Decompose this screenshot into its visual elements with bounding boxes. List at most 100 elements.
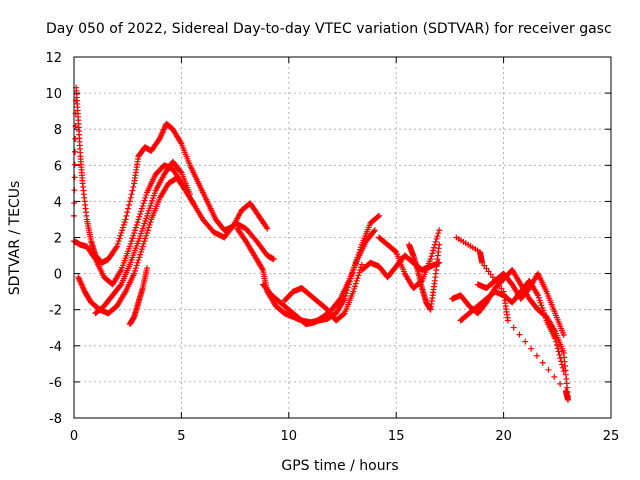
- data-point: [436, 241, 443, 248]
- data-point: [118, 229, 125, 236]
- data-point: [427, 256, 434, 263]
- data-point: [72, 135, 79, 142]
- data-point: [553, 342, 560, 349]
- data-point: [138, 248, 145, 255]
- data-point: [127, 240, 134, 247]
- y-tick-label: -4: [49, 340, 62, 355]
- data-point: [510, 324, 517, 331]
- data-point: [432, 238, 439, 245]
- data-point: [560, 331, 567, 338]
- data-point: [143, 232, 150, 239]
- data-point: [434, 233, 441, 240]
- y-tick-label: 6: [54, 159, 62, 174]
- data-point: [137, 211, 144, 218]
- data-point: [430, 247, 437, 254]
- data-point: [533, 352, 540, 359]
- data-point: [552, 335, 559, 342]
- data-point: [132, 227, 139, 234]
- data-point: [125, 205, 132, 212]
- data-point: [130, 232, 137, 239]
- x-axis-label: GPS time / hours: [281, 458, 398, 474]
- data-point: [123, 212, 130, 219]
- data-point: [559, 364, 566, 371]
- data-point: [135, 216, 142, 223]
- data-point: [376, 212, 383, 219]
- data-point: [186, 191, 193, 198]
- data-point: [117, 282, 124, 289]
- data-point: [135, 257, 142, 264]
- data-point: [72, 148, 79, 155]
- data-point: [436, 227, 443, 234]
- data-point: [133, 262, 140, 269]
- data-point: [177, 168, 184, 175]
- data-point: [117, 232, 124, 239]
- data-point: [137, 251, 144, 258]
- y-tick-label: 0: [54, 268, 62, 283]
- data-point: [140, 240, 147, 247]
- data-point: [263, 224, 270, 231]
- data-point: [132, 267, 139, 274]
- data-point: [352, 280, 359, 287]
- data-point: [132, 224, 139, 231]
- data-point: [133, 221, 140, 228]
- plot-frame: [73, 56, 612, 419]
- series-track-4: [92, 158, 193, 317]
- y-tick-label: -2: [49, 304, 62, 319]
- y-tick-label: -8: [49, 412, 62, 427]
- data-point: [554, 345, 561, 352]
- series-track-5: [126, 265, 151, 328]
- data-point: [144, 229, 151, 236]
- data-point: [138, 246, 145, 253]
- data-point: [371, 227, 378, 234]
- data-point: [143, 192, 150, 199]
- data-point: [113, 244, 120, 251]
- data-point: [358, 261, 365, 268]
- data-point: [138, 205, 145, 212]
- x-tick-label: 20: [495, 429, 512, 444]
- data-point: [355, 272, 362, 279]
- axis-ticks: 0 5 10 15 20 25 -8 -6 -4 -2 0 2 4 6 8 10 12: [45, 51, 619, 444]
- data-point: [139, 202, 146, 209]
- y-tick-label: 2: [54, 232, 62, 247]
- data-point: [134, 259, 141, 266]
- series-track-13: [457, 277, 567, 375]
- y-tick-label: 12: [45, 51, 62, 66]
- data-point: [145, 224, 152, 231]
- data-points: [71, 84, 572, 403]
- data-point: [71, 161, 78, 168]
- data-point: [350, 288, 357, 295]
- data-point: [555, 348, 562, 355]
- data-point: [132, 265, 139, 272]
- data-point: [131, 270, 138, 277]
- series-track-8: [281, 261, 365, 324]
- x-tick-label: 25: [603, 429, 620, 444]
- x-tick-label: 0: [70, 429, 78, 444]
- data-point: [565, 396, 572, 403]
- data-point: [113, 243, 120, 250]
- series-track-3: [75, 174, 198, 317]
- data-point: [504, 317, 511, 324]
- y-tick-label: 4: [54, 195, 62, 210]
- data-point: [128, 191, 135, 198]
- series-track-10: [376, 227, 443, 292]
- data-point: [556, 351, 563, 358]
- data-point: [539, 359, 546, 366]
- data-point: [431, 244, 438, 251]
- data-point: [131, 229, 138, 236]
- data-point: [144, 265, 151, 272]
- data-point: [129, 235, 136, 242]
- y-tick-label: -6: [49, 376, 62, 391]
- data-point: [354, 275, 361, 282]
- data-point: [114, 240, 121, 247]
- data-point: [559, 361, 566, 368]
- data-point: [128, 238, 135, 245]
- data-point: [545, 366, 552, 373]
- data-point: [553, 338, 560, 345]
- y-tick-label: 8: [54, 123, 62, 138]
- data-point: [139, 243, 146, 250]
- data-point: [141, 197, 148, 204]
- data-point: [140, 200, 147, 207]
- series-track-1: [71, 84, 271, 266]
- x-tick-label: 5: [177, 429, 185, 444]
